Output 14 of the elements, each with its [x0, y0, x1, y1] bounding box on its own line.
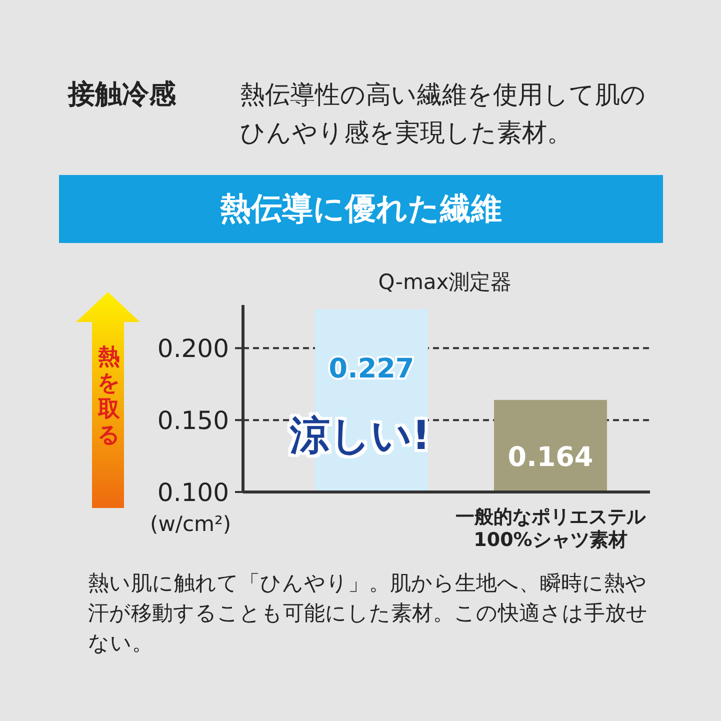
text: 熱伝導に優れた繊維: [59, 175, 663, 243]
text: Q-max測定器: [377, 269, 513, 296]
y-tick-label: 0.100: [157, 478, 229, 507]
data-label: 0.227: [328, 354, 414, 385]
annotation: 涼しい!: [290, 412, 430, 461]
y-axis-title: (w/cm²): [150, 512, 232, 536]
y-tick-label: 0.150: [157, 406, 229, 436]
y-tick-label: 0.200: [157, 334, 229, 364]
text: 熱を取る: [96, 345, 122, 449]
x-tick-label: 一般的なポリエステル100%シャツ素材: [456, 506, 646, 552]
chart-title: 接触冷感: [68, 78, 176, 112]
chart-subtitle: 熱伝導性の高い繊維を使用して肌のひんやり感を実現した素材。: [240, 79, 647, 149]
data-label: 0.164: [508, 442, 594, 474]
text: 熱い肌に触れて「ひんやり」。肌から生地へ、瞬時に熱や汗が移動することも可能にした素材。この快適さは手放せない。: [88, 570, 648, 657]
